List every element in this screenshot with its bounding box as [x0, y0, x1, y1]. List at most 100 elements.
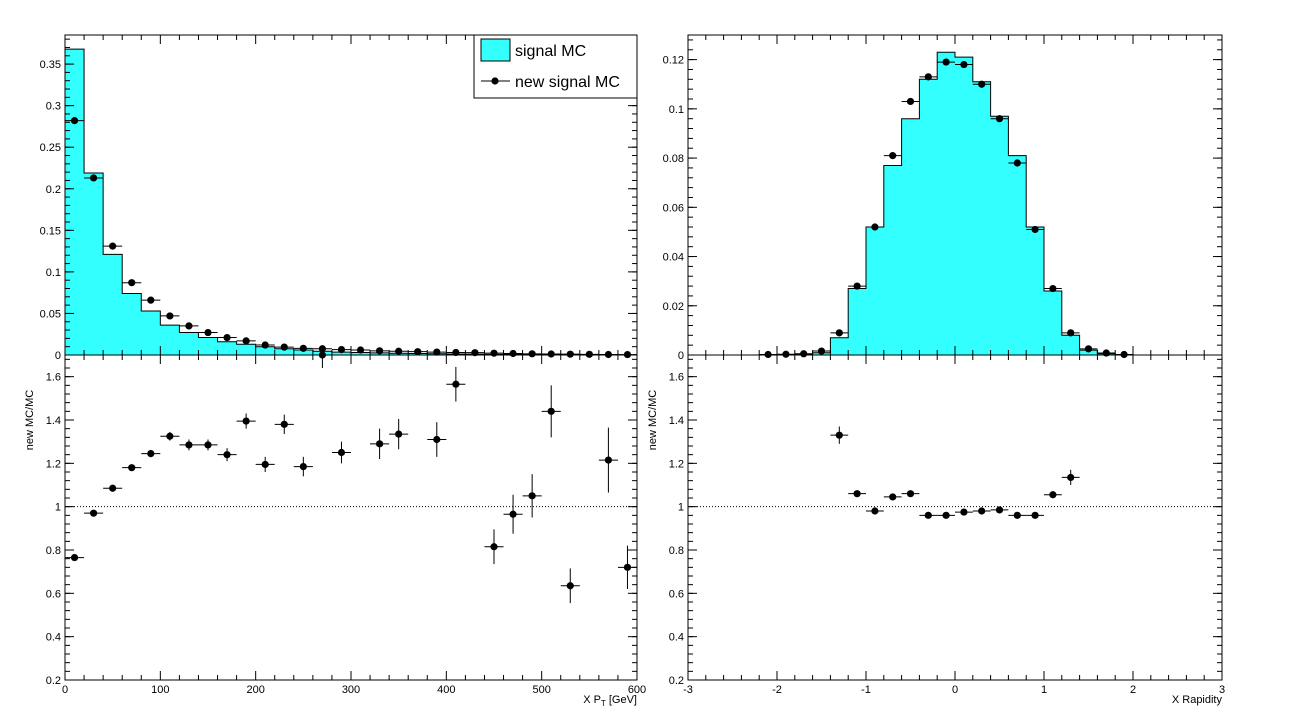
ratio-point	[293, 456, 313, 477]
ratio-point	[503, 494, 523, 534]
y-tick-label: 1	[55, 502, 61, 514]
marker	[604, 456, 613, 464]
marker	[978, 507, 986, 515]
marker	[204, 328, 212, 337]
marker	[889, 152, 897, 160]
data-point-new-signal-mc	[370, 347, 390, 355]
marker	[1102, 349, 1110, 357]
marker	[395, 347, 403, 355]
marker	[1049, 491, 1057, 499]
data-point-new-signal-mc	[990, 115, 1009, 123]
data-point-new-signal-mc	[848, 282, 866, 290]
ratio-point	[1008, 511, 1027, 519]
marker	[128, 464, 136, 472]
x-tick-label: 0	[62, 684, 68, 696]
data-point-new-signal-mc	[972, 80, 991, 88]
marker	[433, 348, 441, 356]
data-point-new-signal-mc	[103, 242, 123, 250]
marker	[1084, 345, 1093, 353]
marker	[942, 511, 950, 519]
y-tick-label: 0.35	[40, 59, 61, 71]
ratio-point	[312, 351, 332, 368]
marker	[299, 344, 307, 352]
marker	[337, 448, 346, 457]
marker	[166, 432, 174, 440]
data-point-new-signal-mc	[1026, 225, 1044, 234]
data-point-new-signal-mc	[160, 312, 180, 320]
ratio-point	[560, 568, 580, 604]
data-point-new-signal-mc	[522, 350, 542, 358]
ratio-point	[179, 439, 199, 451]
marker	[395, 430, 403, 438]
ratio-point	[901, 490, 920, 498]
y-axis-title: new MC/MC	[24, 390, 36, 451]
marker	[185, 322, 193, 330]
marker	[70, 117, 79, 125]
marker	[871, 507, 879, 515]
marker	[1013, 159, 1021, 167]
marker	[509, 349, 517, 358]
x-tick-label: 600	[628, 684, 646, 696]
ratio-point	[274, 414, 294, 435]
ratio-point	[160, 431, 180, 441]
data-point-new-signal-mc	[830, 329, 849, 337]
ratio-point	[937, 511, 955, 519]
marker	[906, 490, 915, 498]
data-point-new-signal-mc	[541, 350, 561, 358]
marker	[147, 296, 155, 304]
marker	[889, 493, 897, 501]
panel-bottom-left: 0.2 0.4 0.6 0.8 1 1.2 1.4 1.6 0 100 200 300 400 500 60…	[24, 351, 646, 708]
y-tick-label: 1	[678, 502, 684, 514]
y-tick-label: 0.25	[40, 142, 61, 154]
y-tick-label: 0.8	[46, 545, 61, 557]
marker	[356, 346, 365, 354]
marker	[280, 343, 288, 351]
data-point-new-signal-mc	[883, 152, 902, 160]
legend-label-new-signal-mc: new signal MC	[515, 74, 620, 91]
panel-top-left: 0 0.05 0.1 0.15 0.2 0.25 0.3 0.35 signal MC new s…	[40, 34, 638, 362]
y-tick-label: 0.4	[46, 632, 61, 644]
ratio-point	[919, 511, 938, 519]
data-point-new-signal-mc	[866, 223, 884, 231]
marker	[1067, 329, 1075, 337]
marker	[853, 282, 861, 290]
ratio-point	[103, 484, 123, 492]
legend-label-signal-mc: signal MC	[515, 43, 586, 60]
y-tick-label: 0.1	[669, 104, 684, 116]
marker	[204, 441, 212, 449]
data-point-new-signal-mc	[141, 296, 161, 304]
ratio-point	[122, 464, 142, 472]
x-tick-label: 300	[342, 684, 360, 696]
plot-frame	[687, 354, 1223, 681]
y-tick-label: 0.6	[669, 588, 684, 600]
y-tick-label: 1.6	[46, 372, 61, 384]
marker	[242, 337, 250, 345]
ratio-point	[446, 366, 466, 402]
marker	[70, 553, 79, 562]
data-point-new-signal-mc	[1097, 349, 1116, 357]
y-tick-label: 0.06	[663, 202, 684, 214]
marker	[318, 345, 326, 353]
marker	[800, 350, 808, 358]
x-tick-label: 200	[246, 684, 264, 696]
x-tick-label: 100	[151, 684, 169, 696]
marker	[261, 460, 269, 469]
ratio-point	[955, 508, 973, 516]
data-point-new-signal-mc	[255, 341, 275, 349]
marker	[337, 345, 346, 354]
y-tick-label: 0.2	[46, 184, 61, 196]
marker	[585, 350, 593, 358]
data-point-new-signal-mc	[919, 73, 938, 81]
marker	[547, 350, 555, 358]
marker	[1067, 473, 1075, 482]
data-point-new-signal-mc	[955, 60, 973, 69]
marker	[995, 115, 1004, 123]
legend-swatch-signal-mc	[480, 38, 511, 62]
ratio-point	[389, 418, 409, 450]
data-point-new-signal-mc	[84, 174, 104, 182]
data-point-new-signal-mc	[794, 350, 813, 358]
marker	[299, 462, 307, 471]
marker	[242, 417, 250, 425]
y-tick-label: 0	[55, 350, 61, 362]
